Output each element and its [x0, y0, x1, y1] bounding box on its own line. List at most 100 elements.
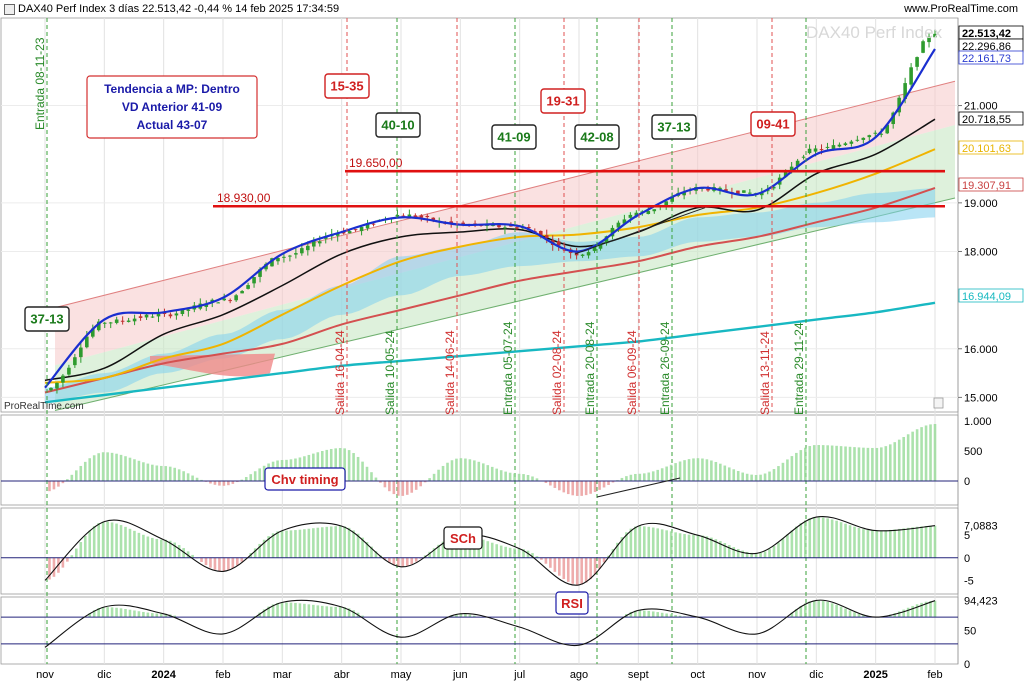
- month-label: dic: [97, 669, 112, 681]
- month-label: oct: [690, 669, 705, 681]
- candle: [234, 295, 238, 301]
- candle: [108, 322, 113, 324]
- candle: [407, 214, 412, 217]
- candle: [652, 209, 657, 212]
- candle: [341, 231, 346, 234]
- chv-label-box: [264, 467, 346, 491]
- candle: [222, 298, 226, 301]
- exit-vline-label: Salida 13-11-24: [758, 331, 772, 415]
- signal-box-entry-label: 37-13: [657, 120, 690, 135]
- price-tick-label: 21.000: [964, 101, 998, 113]
- candle: [807, 148, 812, 154]
- candle: [897, 97, 901, 113]
- candle: [789, 166, 794, 172]
- trend-line: [574, 207, 706, 255]
- signal-box-entry-label: 41-09: [497, 130, 530, 145]
- candle: [353, 229, 358, 231]
- candle: [311, 240, 316, 247]
- candle: [503, 227, 507, 229]
- candle: [144, 314, 149, 318]
- indicator-tick-label: 0: [964, 476, 970, 488]
- price-label: 22.161,73: [962, 53, 1011, 65]
- rsi-line: [44, 599, 936, 648]
- signal-box-exit: 19-31: [540, 88, 586, 114]
- candle: [885, 124, 890, 134]
- signal-box-entry-frame: [491, 124, 537, 150]
- price-label-box: [958, 288, 1024, 303]
- candle: [258, 269, 262, 277]
- price-tick-label: 16.000: [964, 344, 998, 356]
- candle: [49, 387, 53, 391]
- signal-box-exit: 09-41: [750, 111, 796, 137]
- candle: [873, 132, 878, 134]
- candle: [126, 320, 131, 322]
- month-label: feb: [215, 669, 230, 681]
- price-label: 22.513,42: [962, 28, 1011, 40]
- candle: [497, 224, 501, 228]
- candle: [204, 304, 209, 307]
- candle: [825, 146, 830, 148]
- signal-box-entry-frame: [651, 114, 697, 140]
- price-label: 16.944,09: [962, 291, 1011, 303]
- price-label-box: [958, 111, 1024, 126]
- indicator-tick-label: -5: [964, 575, 974, 587]
- candle: [180, 309, 185, 315]
- candle: [748, 192, 752, 194]
- info-icon: [933, 397, 944, 409]
- month-label: jul: [513, 669, 525, 681]
- signal-box-entry-frame: [574, 124, 620, 150]
- signal-box-entry: 40-10: [375, 112, 421, 138]
- chart-header: DAX40 Perf Index 3 días 22.513,42 -0,44 …: [0, 0, 1024, 18]
- candle: [855, 139, 860, 141]
- candle: [682, 191, 686, 196]
- sch-label: SCh: [450, 531, 476, 546]
- candle: [861, 137, 866, 140]
- candle: [664, 201, 669, 206]
- window-icon[interactable]: [4, 4, 15, 15]
- signal-box-exit-frame: [750, 111, 796, 137]
- month-label: may: [391, 669, 412, 681]
- indicator-tick-label: 0: [964, 553, 970, 565]
- candle: [282, 256, 286, 258]
- candle: [252, 277, 256, 284]
- entry-vline-label: Salida 10-05-24: [383, 330, 397, 415]
- ma-red-line: [44, 186, 936, 394]
- price-label: 20.718,55: [962, 114, 1011, 126]
- candle: [795, 160, 800, 167]
- signal-box-entry-frame: [24, 306, 70, 332]
- chart-watermark: DAX40 Perf Index: [806, 23, 943, 42]
- candle: [371, 223, 376, 225]
- price-label-box: [958, 140, 1024, 155]
- month-label: 2024: [151, 669, 176, 681]
- candle: [921, 41, 925, 53]
- signal-box-exit-label: 19-31: [546, 94, 579, 109]
- candle: [120, 320, 125, 322]
- candle: [431, 217, 436, 221]
- candle: [879, 133, 884, 135]
- candle: [246, 285, 250, 289]
- info-box-line: Actual 43-07: [137, 118, 208, 132]
- candle: [867, 135, 872, 138]
- ma-cyan-line: [44, 301, 936, 404]
- info-box-line: Tendencia a MP: Dentro: [104, 82, 240, 96]
- signal-box-exit: 15-35: [324, 73, 370, 99]
- month-label: sept: [628, 669, 649, 681]
- site-link[interactable]: www.ProRealTime.com: [904, 3, 1018, 15]
- price-label: 19.307,91: [962, 180, 1011, 192]
- candle: [276, 257, 280, 262]
- candle: [150, 316, 155, 318]
- candle: [801, 156, 806, 158]
- candle: [359, 226, 364, 232]
- footer-logo: ProRealTime.com: [4, 401, 84, 412]
- entry-vline-label: Entrada 08-11-23: [33, 37, 47, 130]
- candle: [228, 300, 232, 302]
- candle: [210, 299, 215, 303]
- candle: [670, 196, 674, 202]
- candle: [592, 244, 597, 251]
- candle: [216, 302, 221, 304]
- candle: [102, 322, 107, 324]
- candle: [580, 254, 585, 256]
- candle: [586, 252, 591, 256]
